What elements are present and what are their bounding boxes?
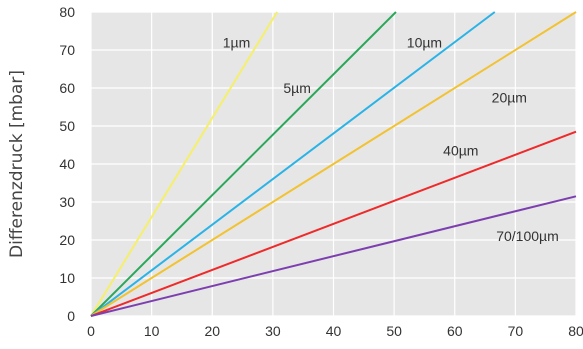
y-tick-label: 70	[59, 42, 75, 58]
x-tick-label: 40	[326, 323, 342, 339]
series-label: 40µm	[443, 143, 478, 159]
y-axis-ticks: 0 10 20 30 40 50 60 70 80	[59, 4, 75, 324]
x-tick-label: 70	[508, 323, 524, 339]
x-tick-label: 50	[386, 323, 402, 339]
series-label: 20µm	[492, 90, 527, 106]
y-tick-label: 10	[59, 270, 75, 286]
x-tick-label: 20	[204, 323, 220, 339]
series-label: 5µm	[283, 80, 311, 96]
series-line-4	[90, 130, 577, 317]
x-axis-ticks: 0 10 20 30 40 50 60 70 80	[87, 323, 583, 339]
series-line-0	[90, 11, 278, 317]
series-lines	[90, 11, 577, 317]
series-label: 70/100µm	[496, 228, 559, 244]
y-axis-label: Differenzdruck [mbar]	[7, 70, 27, 258]
y-tick-label: 30	[59, 194, 75, 210]
series-line-5	[90, 195, 577, 317]
x-tick-label: 30	[265, 323, 281, 339]
x-tick-label: 60	[447, 323, 463, 339]
x-tick-label: 10	[144, 323, 160, 339]
y-tick-label: 60	[59, 80, 75, 96]
x-tick-label: 80	[568, 323, 583, 339]
series-label: 10µm	[407, 34, 442, 50]
series-line-2	[90, 11, 496, 317]
series-labels: 1µm 5µm 10µm 20µm 40µm 70/100µm	[223, 34, 559, 244]
x-tick-label: 0	[87, 323, 95, 339]
series-label: 1µm	[223, 34, 251, 50]
y-tick-label: 40	[59, 156, 75, 172]
y-tick-label: 0	[67, 308, 75, 324]
y-tick-label: 80	[59, 4, 75, 20]
y-tick-label: 20	[59, 232, 75, 248]
series-line-1	[90, 11, 397, 317]
y-tick-label: 50	[59, 118, 75, 134]
series-line-3	[90, 11, 577, 317]
